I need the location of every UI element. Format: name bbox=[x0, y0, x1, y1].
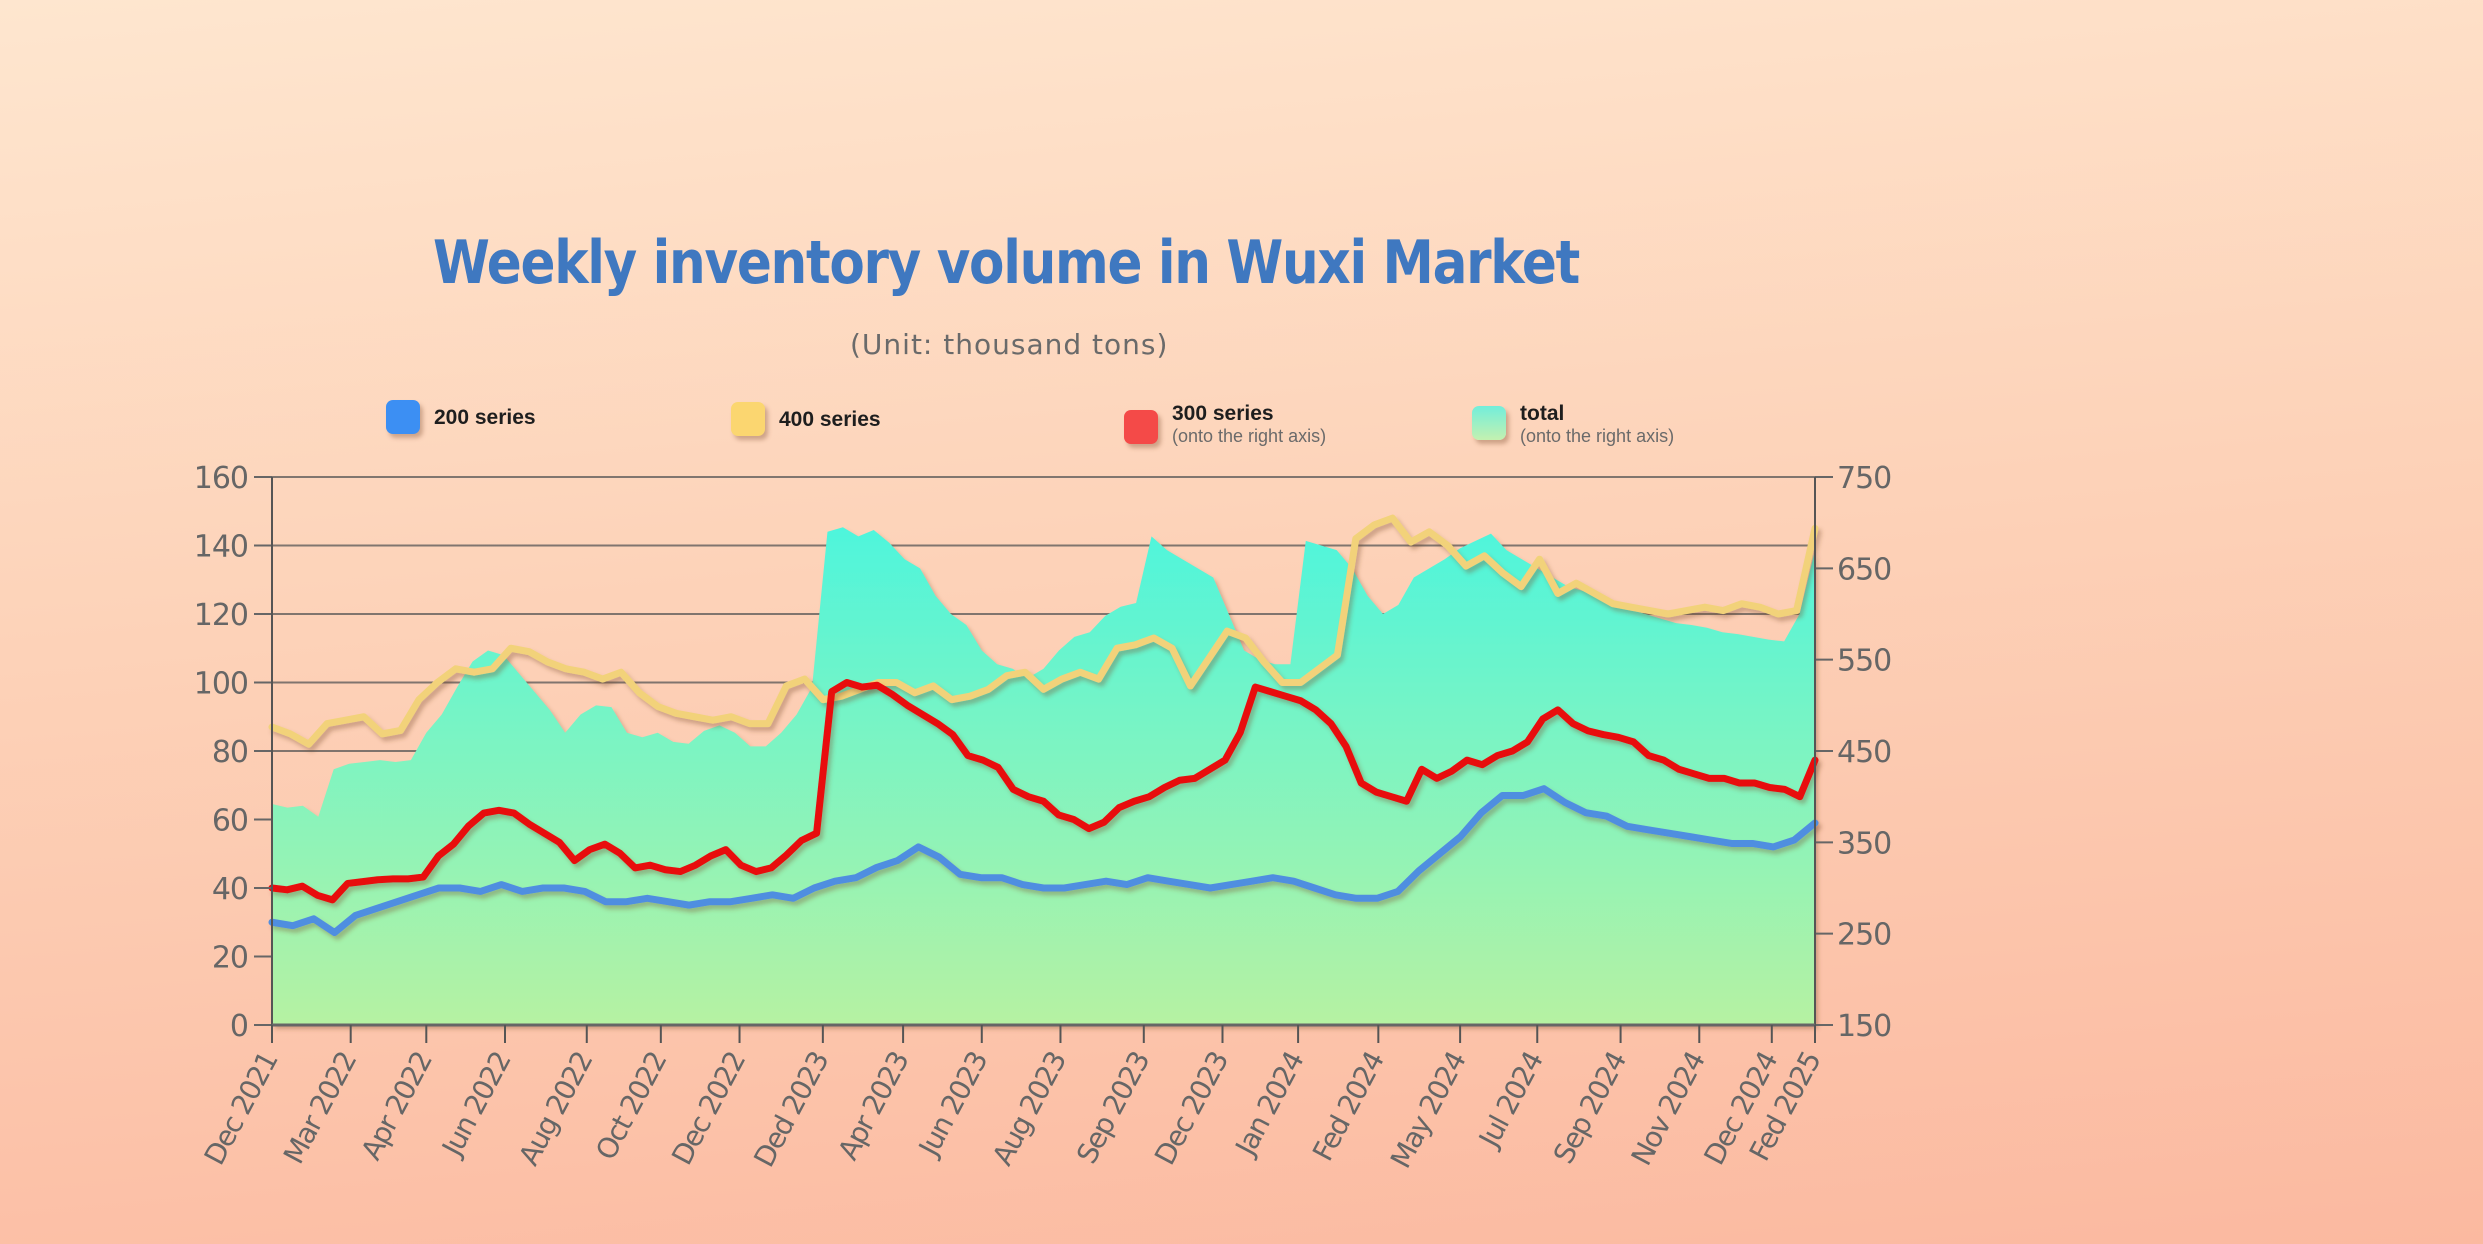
legend-item-300-series[interactable]: 300 series (onto the right axis) bbox=[1124, 402, 1326, 446]
legend-sublabel: (onto the right axis) bbox=[1172, 426, 1327, 446]
x-axis-tick-label: Dec 2022 bbox=[665, 1047, 752, 1171]
x-axis-tick-label: Oct 2022 bbox=[589, 1047, 673, 1165]
right-axis-tick-label: 550 bbox=[1837, 644, 1891, 679]
x-axis-tick-label: May 2024 bbox=[1384, 1046, 1473, 1173]
left-axis-tick-label: 120 bbox=[194, 598, 248, 633]
left-axis-tick-label: 60 bbox=[212, 804, 248, 839]
series-line-400-series bbox=[268, 514, 1819, 748]
x-axis-tick-label: Jun 2023 bbox=[911, 1047, 994, 1163]
left-axis-tick-label: 40 bbox=[212, 872, 248, 907]
x-axis-tick-label: Mar 2022 bbox=[277, 1047, 363, 1169]
legend-item-total[interactable]: total (onto the right axis) bbox=[1472, 402, 1674, 446]
series-line-300-series bbox=[268, 679, 1819, 904]
legend-swatch-200-series bbox=[386, 400, 420, 434]
left-axis-tick-label: 100 bbox=[194, 667, 248, 702]
x-axis-tick-label: Sep 2023 bbox=[1070, 1047, 1156, 1169]
left-axis-tick-label: 140 bbox=[194, 530, 248, 565]
legend-label: total bbox=[1520, 402, 1565, 425]
legend-label: 400 series bbox=[779, 408, 881, 431]
x-axis-tick-label: Ded 2023 bbox=[747, 1047, 835, 1173]
right-axis-tick-label: 750 bbox=[1837, 461, 1891, 496]
legend-item-200-series[interactable]: 200 series bbox=[386, 400, 536, 434]
right-axis-tick-label: 150 bbox=[1837, 1009, 1891, 1044]
series-line-200-series bbox=[268, 785, 1819, 937]
x-axis-tick-label: Apr 2022 bbox=[355, 1047, 439, 1165]
x-axis-tick-label: Dec 2021 bbox=[198, 1047, 285, 1171]
x-axis-tick-label: Aug 2023 bbox=[986, 1047, 1073, 1171]
left-axis-tick-label: 20 bbox=[212, 941, 248, 976]
x-axis-tick-label: Jan 2024 bbox=[1228, 1046, 1311, 1162]
chart-subtitle: (Unit: thousand tons) bbox=[850, 328, 1169, 361]
series-area-total bbox=[272, 527, 1815, 1025]
left-axis-tick-label: 80 bbox=[212, 735, 248, 770]
x-axis-tick-label: Sep 2024 bbox=[1547, 1046, 1633, 1169]
left-axis-tick-label: 0 bbox=[230, 1009, 248, 1044]
legend-swatch-300-series bbox=[1124, 410, 1158, 444]
right-axis-tick-label: 650 bbox=[1837, 552, 1891, 587]
x-axis-tick-label: Aug 2022 bbox=[512, 1047, 599, 1171]
x-axis-tick-label: Dec 2023 bbox=[1148, 1047, 1235, 1171]
right-axis-tick-label: 450 bbox=[1837, 735, 1891, 770]
left-axis-tick-label: 160 bbox=[194, 461, 248, 496]
x-axis-tick-label: Apr 2023 bbox=[831, 1047, 915, 1165]
legend-label: 300 series bbox=[1172, 402, 1274, 425]
right-axis-tick-label: 350 bbox=[1837, 826, 1891, 861]
right-axis-tick-label: 250 bbox=[1837, 918, 1891, 953]
x-axis-tick-label: Jul 2024 bbox=[1472, 1046, 1550, 1154]
x-axis-tick-label: Fed 2024 bbox=[1306, 1046, 1391, 1166]
legend-sublabel: (onto the right axis) bbox=[1520, 426, 1675, 446]
legend-swatch-total bbox=[1472, 406, 1506, 440]
legend-item-400-series[interactable]: 400 series bbox=[731, 402, 881, 436]
x-axis-tick-label: Jun 2022 bbox=[435, 1047, 518, 1163]
chart-title: Weekly inventory volume in Wuxi Market bbox=[433, 228, 1580, 298]
legend-label: 200 series bbox=[434, 406, 536, 429]
legend-swatch-400-series bbox=[731, 402, 765, 436]
